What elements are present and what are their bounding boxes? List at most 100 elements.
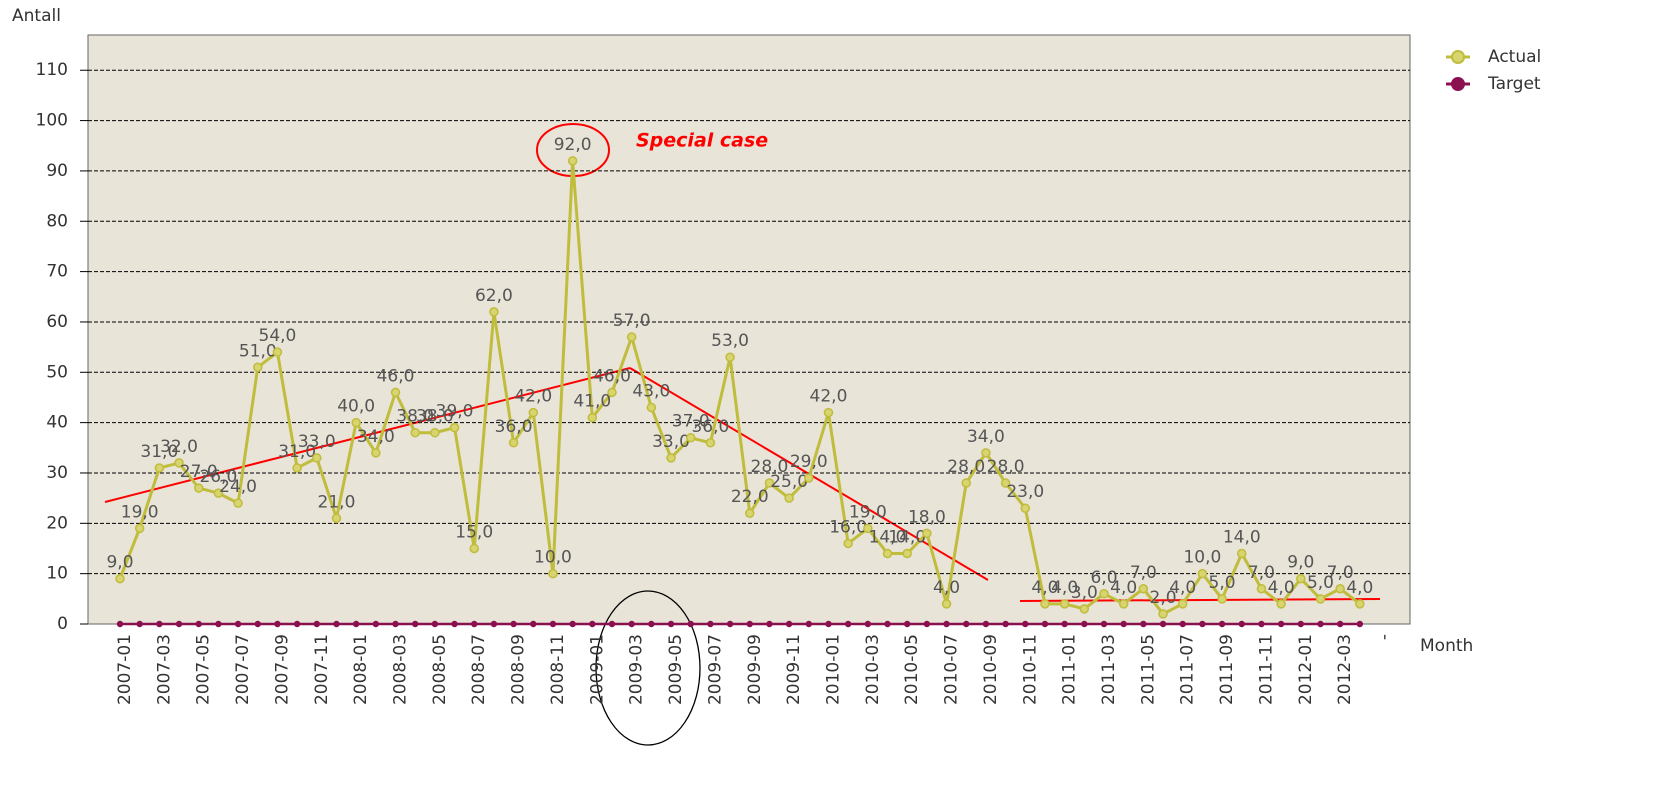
y-tick-label: 100 <box>36 111 68 131</box>
data-label: 34,0 <box>967 427 1005 447</box>
x-tick-label: 2007-01 <box>115 634 135 705</box>
y-tick-label: 90 <box>46 161 68 181</box>
data-point <box>1199 620 1206 628</box>
data-point <box>469 543 479 554</box>
data-label: 4,0 <box>1110 578 1137 598</box>
data-point <box>470 620 478 628</box>
data-label: 26,0 <box>199 467 237 487</box>
x-tick-label: 2008-11 <box>548 634 568 705</box>
data-point <box>430 427 440 438</box>
highlight-ellipse <box>595 590 701 746</box>
x-tick-label: 2008-05 <box>430 634 450 705</box>
data-label: 28,0 <box>947 457 985 477</box>
y-tick-label: 50 <box>46 362 68 382</box>
data-label: 6,0 <box>1090 568 1117 588</box>
data-point <box>451 620 458 628</box>
data-label: 2,0 <box>1150 588 1177 608</box>
data-point <box>1081 620 1088 628</box>
data-label: 7,0 <box>1248 563 1275 583</box>
data-point <box>313 620 321 628</box>
data-label: 9,0 <box>106 553 133 573</box>
data-point <box>923 620 931 628</box>
data-point <box>943 620 950 628</box>
data-point <box>272 347 283 357</box>
data-point <box>628 620 635 628</box>
annotation: Special case <box>636 130 768 152</box>
x-tick-label: 2012-03 <box>1335 634 1355 705</box>
data-label: 9,0 <box>1287 553 1314 573</box>
data-point <box>174 458 184 468</box>
data-point <box>1061 620 1068 628</box>
x-tick-label: 2010-07 <box>942 634 962 705</box>
data-point <box>667 620 675 628</box>
data-label: 10,0 <box>534 548 572 568</box>
data-point <box>784 493 794 503</box>
data-point <box>981 448 991 458</box>
data-label: 7,0 <box>1130 563 1157 583</box>
data-point <box>253 362 263 373</box>
x-tick-label: 2011-07 <box>1178 634 1198 705</box>
x-tick-label: 2010-01 <box>823 634 843 705</box>
data-point <box>589 620 596 628</box>
data-point <box>254 620 262 628</box>
data-point <box>392 620 399 628</box>
series-line <box>118 160 1361 616</box>
data-point <box>961 478 971 488</box>
data-point <box>1276 599 1286 609</box>
data-point <box>431 620 439 628</box>
data-label: 42,0 <box>514 387 552 407</box>
data-label: 46,0 <box>593 366 631 386</box>
data-label: 39,0 <box>436 402 474 422</box>
data-point <box>1022 620 1029 628</box>
data-point <box>1356 620 1364 628</box>
data-point <box>390 387 401 398</box>
data-point <box>746 620 754 628</box>
data-point <box>1277 620 1285 628</box>
x-tick-label: 2012-01 <box>1296 634 1316 705</box>
data-label: 36,0 <box>495 417 533 437</box>
x-tick-label: 2010-11 <box>1020 634 1040 705</box>
x-tick-label: 2007-07 <box>233 634 253 705</box>
data-point <box>745 508 755 518</box>
data-point <box>1355 599 1365 609</box>
data-point <box>1218 620 1226 628</box>
data-label: 15,0 <box>455 522 493 542</box>
data-label: 16,0 <box>829 517 867 537</box>
data-point <box>805 620 813 628</box>
data-point <box>843 538 853 549</box>
data-point <box>528 407 539 418</box>
data-point <box>1159 620 1167 628</box>
data-point <box>725 352 735 362</box>
data-point <box>1258 620 1265 628</box>
data-label: 14,0 <box>1223 528 1261 548</box>
data-point <box>1238 620 1246 628</box>
data-point <box>1317 620 1324 628</box>
data-point <box>193 483 204 493</box>
data-point <box>1336 620 1344 628</box>
data-label: 10,0 <box>1183 548 1221 568</box>
data-label: 23,0 <box>1006 482 1044 502</box>
data-point <box>136 620 143 628</box>
data-point <box>115 573 125 584</box>
data-point <box>410 427 420 438</box>
data-label: 7,0 <box>1327 563 1354 583</box>
y-tick-label: 40 <box>46 413 68 433</box>
data-point <box>825 620 832 628</box>
y-tick-label: 70 <box>46 262 68 282</box>
data-point <box>1100 620 1108 628</box>
data-label: 5,0 <box>1209 573 1236 593</box>
x-tick-label: 2007-09 <box>272 634 292 705</box>
data-point <box>882 548 893 559</box>
data-label: 24,0 <box>219 477 257 497</box>
data-label: 4,0 <box>1051 578 1078 598</box>
x-tick-label: 2010-03 <box>863 634 883 705</box>
data-point <box>1138 584 1149 594</box>
data-point <box>292 463 302 473</box>
data-point <box>351 417 361 428</box>
y-tick-label: 0 <box>57 614 68 634</box>
data-point <box>705 438 716 448</box>
data-point <box>587 412 598 423</box>
data-point <box>371 448 381 458</box>
data-point <box>567 156 578 166</box>
